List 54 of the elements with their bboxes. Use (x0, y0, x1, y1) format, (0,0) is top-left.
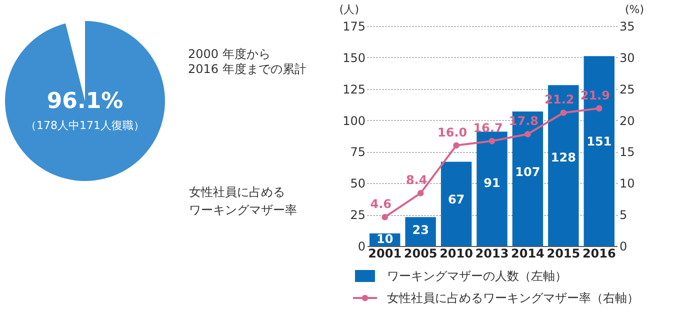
data-label: 10 (376, 232, 394, 246)
text: ワーキングマザー率 (189, 203, 297, 217)
data-label: 16.0 (437, 125, 468, 140)
y-tick-label: 75 (350, 145, 366, 160)
data-label: 107 (515, 165, 540, 180)
x-tick-label: 2014 (511, 246, 544, 260)
y-tick-label: 150 (342, 50, 366, 65)
x-tick-label: 2005 (404, 246, 438, 260)
point (524, 130, 531, 138)
point (417, 190, 424, 196)
data-label: 67 (448, 192, 465, 207)
y-axis-title: (人) (339, 3, 359, 16)
bar (476, 132, 508, 246)
y2-tick-label: 20 (620, 114, 635, 128)
y-tick-label: 50 (350, 176, 366, 191)
x-tick-label: 2001 (368, 246, 402, 260)
y-tick-label: 25 (350, 208, 366, 222)
data-label: 4.6 (370, 197, 392, 212)
text: （178人中171人復職） (26, 119, 144, 132)
legend-label: 女性社員に占めるワーキングマザー率（右軸） (387, 291, 639, 305)
data-label: 8.4 (406, 173, 428, 188)
x-tick-label: 2015 (546, 246, 580, 260)
bar (405, 217, 436, 246)
x-tick-label: 2016 (582, 246, 616, 260)
y-tick-label: 0 (358, 240, 366, 254)
legend-label: ワーキングマザーの人数（左軸） (387, 269, 567, 283)
y2-tick-label: 0 (620, 240, 628, 254)
data-label: 16.7 (473, 121, 503, 136)
text: 女性社員に占める (189, 185, 285, 199)
data-label: 23 (412, 223, 429, 238)
y-tick-label: 175 (342, 20, 366, 34)
y2-tick-label: 30 (620, 50, 635, 65)
point (453, 142, 460, 149)
bar (440, 162, 472, 246)
y2-axis-title: (%) (625, 3, 644, 16)
bar (512, 111, 544, 246)
point (596, 105, 602, 112)
x-tick-label: 2010 (440, 246, 473, 260)
data-label: 96.1% (46, 89, 124, 114)
data-label: 151 (586, 134, 612, 149)
y2-tick-label: 10 (620, 176, 635, 191)
y2-tick-label: 35 (620, 20, 635, 34)
point (560, 110, 567, 116)
data-label: 128 (550, 150, 576, 164)
point (382, 214, 388, 220)
data-label: 91 (484, 176, 500, 190)
y-tick-label: 125 (342, 82, 366, 96)
x-tick-label: 2013 (475, 246, 509, 260)
text: 2000 年度から 2016 年度までの累計 (188, 47, 306, 76)
y2-tick-label: 5 (620, 208, 628, 222)
point (488, 138, 496, 144)
y2-tick-label: 25 (620, 82, 635, 96)
y2-tick-label: 15 (620, 145, 635, 160)
y-tick-label: 100 (342, 114, 366, 128)
